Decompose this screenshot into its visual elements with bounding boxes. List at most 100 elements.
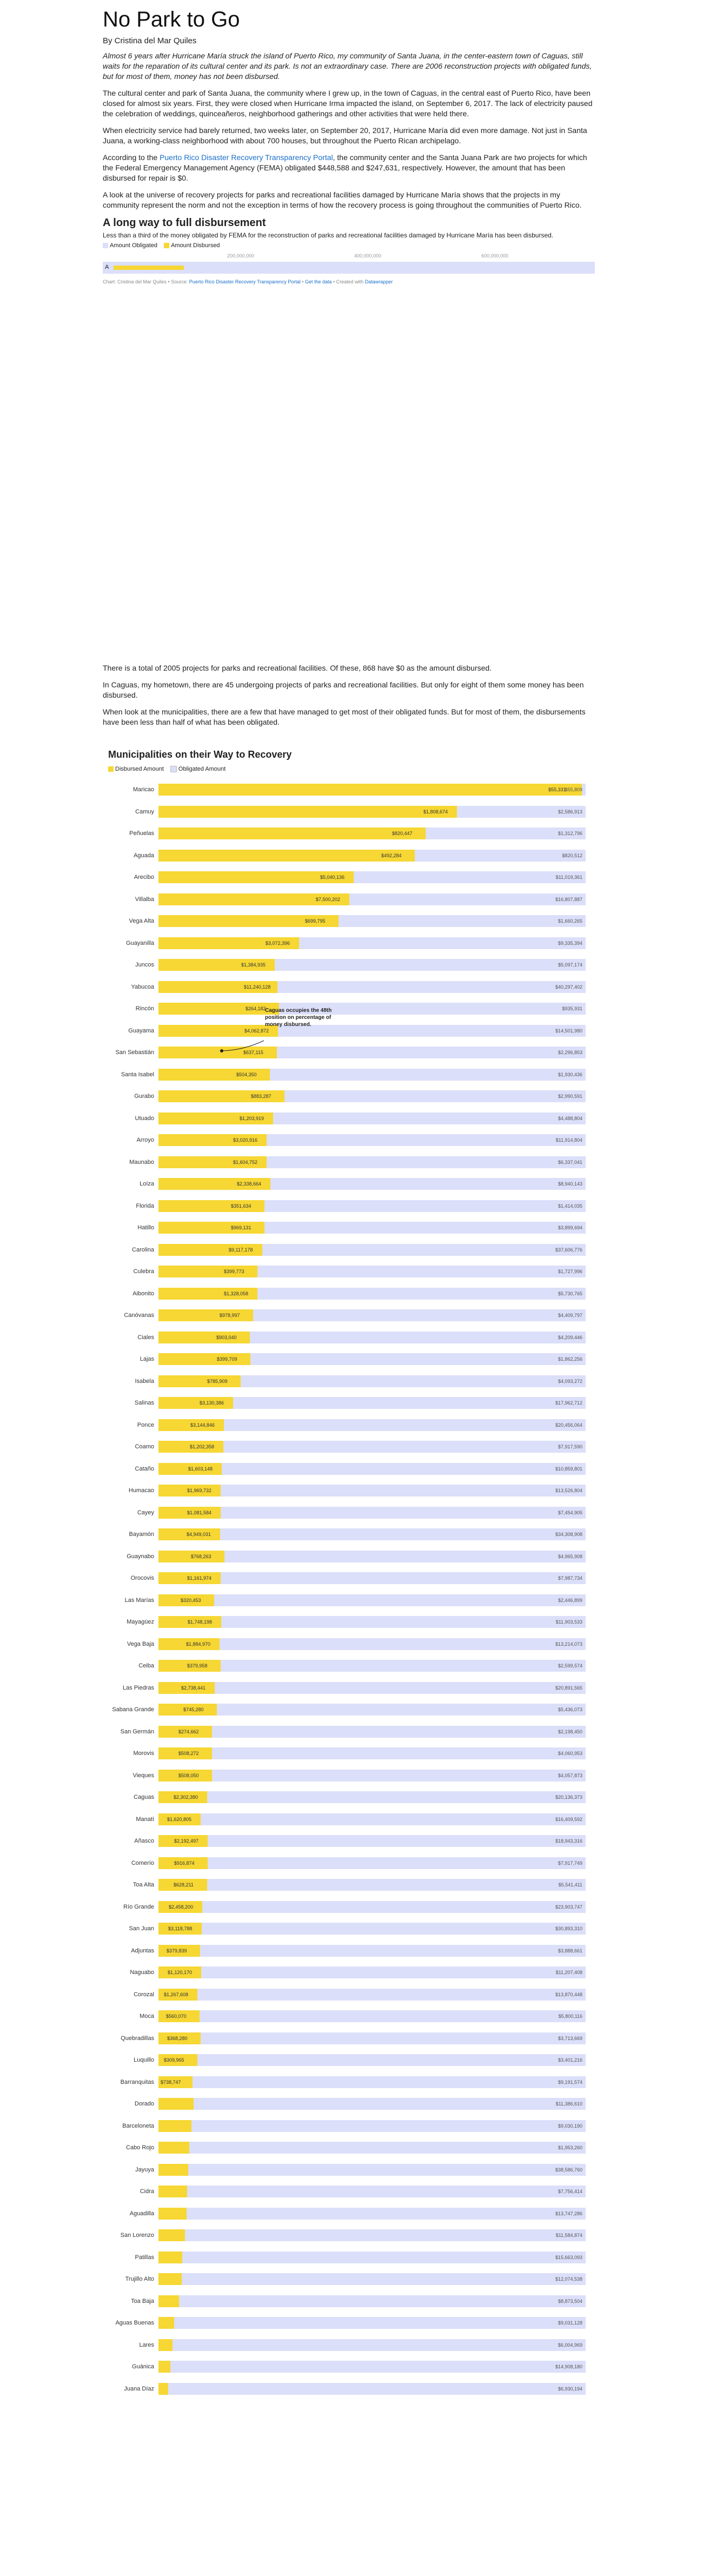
disbursed-bar — [158, 1572, 221, 1585]
portal-link[interactable]: Puerto Rico Disaster Recovery Transparen… — [160, 153, 333, 162]
obligated-value-label: $8,873,504 — [558, 2298, 582, 2304]
chart1-bar: A — [103, 262, 595, 274]
obligated-value-label: $4,057,873 — [558, 1772, 582, 1778]
obligated-bar: $1,120,170 $11,207,408 — [158, 1966, 586, 1979]
chart1-title: A long way to full disbursement — [103, 217, 266, 229]
bar-row: Vega Baja $1,884,970 $13,214,073 — [103, 1633, 589, 1655]
municipality-label: Añasco — [134, 1838, 154, 1845]
obligated-bar: $379,958 $2,599,574 — [158, 1660, 586, 1672]
obligated-bar: $978,997 $4,409,797 — [158, 1309, 586, 1322]
bar-row: Humacao $1,969,732 $13,526,804 — [103, 1480, 589, 1502]
disbursed-bar — [158, 1660, 221, 1672]
disbursed-bar — [158, 2142, 189, 2154]
obligated-bar: $11,584,874 — [158, 2229, 586, 2242]
article: No Park to Go By Cristina del Mar Quiles… — [103, 8, 595, 2400]
bar-row: Barceloneta $9,030,190 — [103, 2115, 589, 2137]
obligated-value-label: $5,730,765 — [558, 1290, 582, 1296]
obligated-bar: $1,161,974 $7,987,734 — [158, 1572, 586, 1585]
obligated-bar: $883,287 $2,990,591 — [158, 1090, 586, 1103]
municipality-label: Guayanilla — [126, 939, 154, 946]
bar-row: Trujillo Alto $12,074,538 — [103, 2268, 589, 2290]
obligated-bar: $2,738,441 $20,891,565 — [158, 1681, 586, 1694]
obligated-bar: $628,211 $5,541,411 — [158, 1879, 586, 1891]
bar-row: Añasco $2,192,497 $18,943,316 — [103, 1830, 589, 1852]
bar-row: Utuado $1,203,919 $4,488,804 — [103, 1108, 589, 1130]
disbursed-value-label: $504,350 — [236, 1071, 257, 1077]
bar-row: Isabela $785,909 $4,093,272 — [103, 1370, 589, 1393]
obligated-value-label: $13,747,286 — [555, 2210, 582, 2216]
municipality-label: Arroyo — [136, 1137, 154, 1144]
obligated-value-label: $1,862,256 — [558, 1356, 582, 1362]
disbursed-value-label: $4,949,031 — [187, 1532, 211, 1538]
disbursed-value-label: $508,050 — [178, 1772, 199, 1778]
municipality-label: Guaynabo — [127, 1553, 154, 1560]
obligated-value-label: $13,214,073 — [555, 1641, 582, 1647]
obligated-bar: $55,331 $55,809 — [158, 784, 586, 796]
obligated-value-label: $1,727,996 — [558, 1269, 582, 1275]
bar-row: Toa Alta $628,211 $5,541,411 — [103, 1874, 589, 1896]
obligated-value-label: $3,713,669 — [558, 2035, 582, 2041]
p3-before: According to the — [103, 153, 160, 162]
obligated-bar: $12,074,538 — [158, 2273, 586, 2286]
disbursed-value-label: $903,040 — [216, 1334, 237, 1340]
disbursed-bar — [158, 1857, 208, 1869]
obligated-value-label: $935,931 — [562, 1006, 582, 1012]
disbursed-bar — [158, 1309, 253, 1322]
obligated-value-label: $7,917,590 — [558, 1444, 582, 1450]
bar-row: Toa Baja $8,873,504 — [103, 2290, 589, 2313]
obligated-bar: $2,302,380 $20,136,373 — [158, 1791, 586, 1804]
disbursed-value-label: $399,709 — [217, 1356, 237, 1362]
obligated-value-label: $55,809 — [565, 787, 582, 793]
obligated-bar: $560,070 $5,800,116 — [158, 2010, 586, 2023]
bar-row: Cidra $7,756,414 — [103, 2181, 589, 2203]
obligated-value-label: $5,097,174 — [558, 962, 582, 968]
disbursed-bar — [158, 1923, 202, 1935]
obligated-bar: $7,500,202 $16,807,887 — [158, 893, 586, 905]
bar-row: Cataño $1,603,148 $10,859,801 — [103, 1458, 589, 1480]
legend-obligated-amount: Obligated Amount — [170, 766, 226, 773]
obligated-bar: $903,040 $4,209,446 — [158, 1331, 586, 1343]
obligated-value-label: $2,446,899 — [558, 1597, 582, 1603]
disbursed-value-label: $379,958 — [187, 1663, 208, 1669]
bar-row: Vieques $508,050 $4,057,873 — [103, 1765, 589, 1787]
disbursed-value-label: $1,202,358 — [190, 1444, 215, 1450]
bar-row: Adjuntas $379,839 $3,888,661 — [103, 1940, 589, 1962]
obligated-value-label: $11,914,804 — [555, 1137, 582, 1143]
get-data-link[interactable]: Get the data — [304, 279, 332, 284]
disbursed-bar — [158, 2251, 182, 2263]
obligated-bar: $6,930,194 — [158, 2382, 586, 2395]
municipality-label: Río Grande — [123, 1903, 154, 1910]
obligated-bar: $1,203,919 $4,488,804 — [158, 1112, 586, 1124]
obligated-bar: $3,144,846 $20,456,064 — [158, 1419, 586, 1431]
obligated-value-label: $4,209,446 — [558, 1334, 582, 1340]
annotation-connector — [220, 1040, 264, 1052]
municipality-label: Toa Baja — [131, 2297, 154, 2305]
disbursed-bar — [158, 1003, 279, 1015]
obligated-bar: $768,263 $4,965,908 — [158, 1550, 586, 1562]
municipality-label: Isabela — [135, 1378, 154, 1385]
disbursed-bar — [158, 2361, 170, 2373]
obligated-value-label: $2,599,574 — [558, 1663, 582, 1669]
disbursed-value-label: $320,453 — [181, 1597, 201, 1603]
obligated-value-label: $4,093,272 — [558, 1378, 582, 1384]
embed-blank-space — [103, 284, 595, 663]
obligated-value-label: $20,891,565 — [555, 1685, 582, 1691]
bar-row: San Sebastián $637,115 $2,296,853 — [103, 1042, 589, 1064]
municipality-label: Arecibo — [134, 874, 154, 881]
bar-row: Peñuelas $820,447 $1,312,796 — [103, 823, 589, 845]
disbursed-bar — [158, 1900, 202, 1913]
datawrapper-link[interactable]: Datawrapper — [364, 279, 393, 284]
disbursed-value-label: $1,604,752 — [233, 1159, 258, 1165]
disbursed-value-label: $969,131 — [231, 1225, 251, 1231]
disbursed-bar — [158, 2207, 187, 2220]
obligated-value-label: $40,297,402 — [555, 984, 582, 990]
byline: By Cristina del Mar Quiles — [103, 36, 197, 45]
disbursed-value-label: $1,620,805 — [167, 1816, 192, 1822]
obligated-bar: $3,072,396 $9,335,394 — [158, 937, 586, 949]
source-link[interactable]: Puerto Rico Disaster Recovery Transparen… — [189, 279, 301, 284]
disbursed-value-label: $264,182 — [246, 1006, 266, 1012]
chart1-subtitle: Less than a third of the money obligated… — [103, 231, 554, 239]
bar-row: Salinas $3,130,386 $17,962,712 — [103, 1392, 589, 1414]
bar-row: Las Marías $320,453 $2,446,899 — [103, 1590, 589, 1612]
obligated-bar: $3,020,916 $11,914,804 — [158, 1134, 586, 1147]
